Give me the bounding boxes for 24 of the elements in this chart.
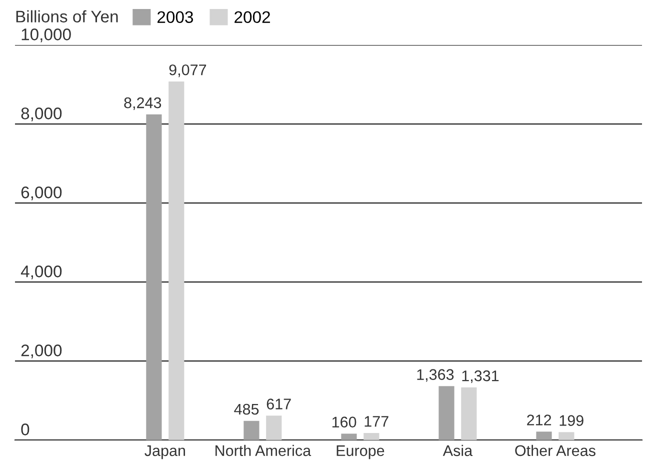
data-label: 160 [332,416,356,428]
data-label: 199 [560,415,584,426]
data-label: 212 [527,414,552,426]
y-tick-label: 0 [21,424,30,436]
x-tick-label: Japan [144,445,185,460]
y-tick-label: 6,000 [21,186,62,200]
data-label: 8,243 [124,97,162,110]
data-label: 485 [234,404,259,415]
x-tick-label: Asia [442,444,473,456]
y-axis-title: Billions of Yen [16,10,118,22]
x-tick-label: North America [216,444,312,456]
data-label: 1,363 [417,369,454,382]
x-tick-label: Europe [336,445,384,460]
legend-label: 2002 [234,11,270,24]
data-label: 177 [364,416,388,427]
y-tick-label: 4,000 [20,266,62,280]
y-tick-label: 2,000 [21,344,62,358]
y-tick-label: 10,000 [22,28,71,42]
y-tick-label: 8,000 [21,108,62,122]
legend-label: 2003 [158,11,194,24]
x-tick-label: Other Areas [515,444,596,456]
data-label: 1,331 [462,370,499,384]
data-label: 617 [266,398,291,410]
data-label: 9,077 [169,64,206,78]
